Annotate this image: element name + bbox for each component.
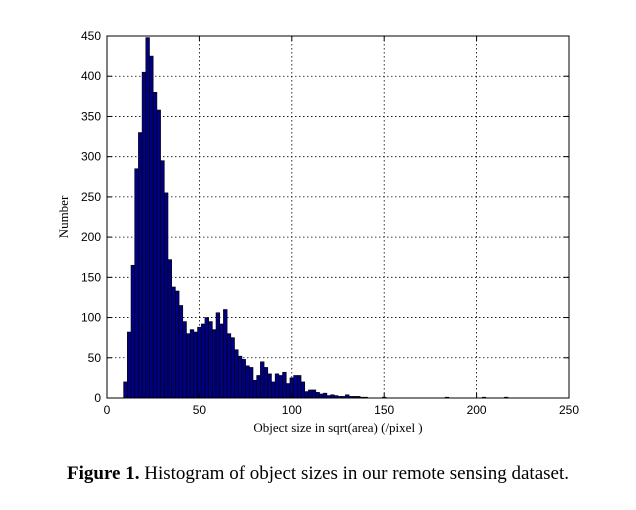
histogram-bar [197,326,202,399]
histogram-bar [145,37,150,399]
histogram-bar [215,312,221,399]
histogram-bar [138,132,143,399]
histogram-bar [322,392,328,399]
histogram-bar [193,331,198,399]
histogram-bar [278,375,283,399]
histogram-bar [248,367,254,399]
histogram-bar [282,371,287,399]
histogram-bar [274,373,280,399]
histogram-bar [219,323,224,399]
x-tick-label: 100 [282,403,302,417]
histogram-bar [271,381,276,399]
histogram-chart: 0 50 100 150 200 250 0 50 100 150 200 250 300 350 400 4… [56,29,579,435]
histogram-bar [134,168,139,399]
histogram-bar [319,393,324,399]
histogram-bar [160,160,165,399]
y-tick-label: 300 [81,150,101,164]
histogram-bar [308,389,313,399]
histogram-bar [141,71,147,399]
histogram-bar [163,192,169,399]
histogram-bar [130,264,136,399]
histogram-bar [152,92,158,399]
histogram-bar [256,375,261,399]
histogram-bars [123,37,509,399]
histogram-bar [285,383,291,399]
grid [107,36,569,398]
x-axis-title: Object size in sqrt(area) (/pixel ) [253,420,422,435]
plot-frame [106,35,570,399]
histogram-bar [267,373,272,399]
y-tick-label: 100 [81,311,101,325]
x-tick-label: 50 [193,403,207,417]
histogram-bar [167,259,172,399]
figure-number: Figure 1. [67,463,140,484]
histogram-bar [123,381,128,399]
histogram-bar [245,365,250,399]
histogram-bar [175,290,180,399]
y-tick-label: 150 [81,270,101,284]
histogram-bar [208,321,213,399]
y-tick-label: 350 [81,109,101,123]
x-tick-label: 150 [374,403,394,417]
histogram-bar [237,355,243,399]
y-tick-label: 200 [81,230,101,244]
figure-caption: Figure 1. Histogram of object sizes in o… [0,463,636,485]
histogram-bar [300,381,306,399]
histogram-bar [293,375,298,399]
x-tick-label: 0 [104,403,111,417]
histogram-bar [156,109,161,399]
x-tick-label: 200 [467,403,487,417]
histogram-bar [127,331,132,399]
histogram-bar [226,333,232,399]
y-tick-label: 50 [88,351,102,365]
y-tick-label: 250 [81,190,101,204]
histogram-bar [171,286,176,399]
histogram-bar [234,349,239,399]
y-axis-title: Number [56,195,71,238]
histogram-bar [204,317,209,399]
histogram-bar [200,323,206,399]
x-tick-label: 250 [559,403,579,417]
histogram-bar [297,375,302,399]
axis-ticks: 0 50 100 150 200 250 0 50 100 150 200 250 300 350 400 4… [81,29,579,417]
histogram-bar [149,55,154,399]
caption-text: Histogram of object sizes in our remote … [139,463,569,484]
histogram-bar [263,367,269,399]
y-tick-label: 0 [94,391,101,405]
histogram-bar [241,359,246,399]
histogram-bar [311,389,317,399]
histogram-bar [315,392,320,399]
histogram-bar [260,361,265,399]
histogram-bar [212,329,217,399]
histogram-bar [230,337,235,399]
histogram-bar [178,305,184,399]
histogram-bar [186,333,191,399]
histogram-bar [189,329,195,399]
histogram-bar [223,309,228,399]
histogram-bar [252,380,257,399]
histogram-bar [304,391,309,399]
histogram-bar [182,321,187,399]
y-tick-label: 450 [81,29,101,43]
y-tick-label: 400 [81,69,101,83]
